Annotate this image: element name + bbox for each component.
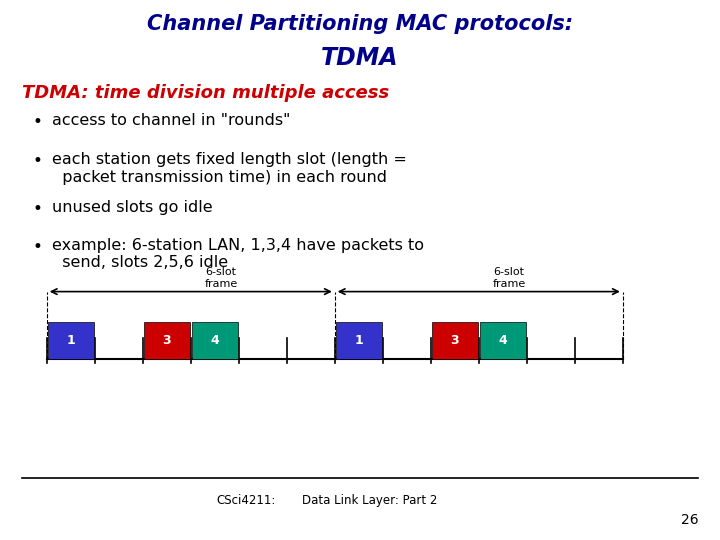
Text: 1: 1 bbox=[354, 334, 363, 347]
Bar bbox=[48, 322, 94, 359]
Text: 26: 26 bbox=[681, 512, 698, 526]
Text: unused slots go idle: unused slots go idle bbox=[52, 200, 212, 215]
Text: 4: 4 bbox=[498, 334, 507, 347]
Bar bbox=[431, 322, 478, 359]
Bar bbox=[480, 322, 526, 359]
Text: CSci4211:: CSci4211: bbox=[216, 494, 275, 507]
Text: 1: 1 bbox=[66, 334, 75, 347]
Text: 6-slot
frame: 6-slot frame bbox=[493, 267, 526, 289]
Text: TDMA: time division multiple access: TDMA: time division multiple access bbox=[22, 84, 389, 102]
Text: •: • bbox=[32, 152, 42, 170]
Text: access to channel in "rounds": access to channel in "rounds" bbox=[52, 113, 290, 129]
Bar bbox=[192, 322, 238, 359]
Bar bbox=[336, 322, 382, 359]
Text: 3: 3 bbox=[163, 334, 171, 347]
Text: •: • bbox=[32, 238, 42, 255]
Text: •: • bbox=[32, 113, 42, 131]
Text: 6-slot
frame: 6-slot frame bbox=[205, 267, 238, 289]
Text: 4: 4 bbox=[210, 334, 219, 347]
Text: each station gets fixed length slot (length =
  packet transmission time) in eac: each station gets fixed length slot (len… bbox=[52, 152, 407, 185]
Text: •: • bbox=[32, 200, 42, 218]
Bar bbox=[143, 322, 190, 359]
Text: Channel Partitioning MAC protocols:: Channel Partitioning MAC protocols: bbox=[147, 14, 573, 33]
Text: example: 6-station LAN, 1,3,4 have packets to
  send, slots 2,5,6 idle: example: 6-station LAN, 1,3,4 have packe… bbox=[52, 238, 424, 270]
Text: Data Link Layer: Part 2: Data Link Layer: Part 2 bbox=[302, 494, 438, 507]
Text: TDMA: TDMA bbox=[321, 46, 399, 70]
Text: 3: 3 bbox=[451, 334, 459, 347]
